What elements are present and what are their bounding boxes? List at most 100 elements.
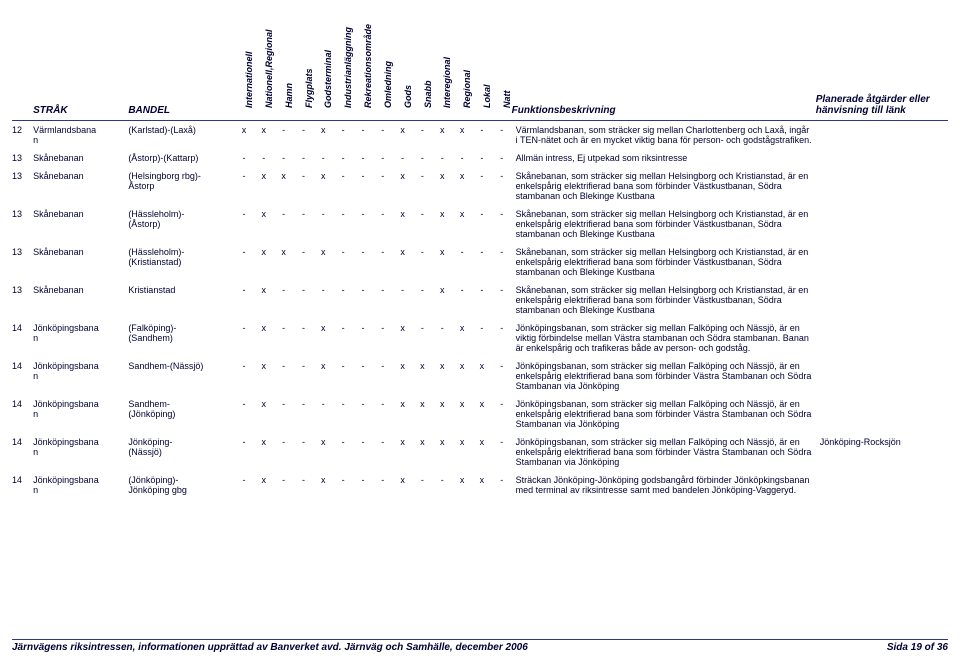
cell-mark: x — [393, 357, 413, 395]
cell-name: Värmlandsbana n — [33, 121, 128, 150]
cell-mark: - — [274, 471, 294, 499]
cell-mark: x — [452, 319, 472, 357]
table-header-row: STRÅK BANDEL Internationell Nationell,Re… — [12, 8, 948, 121]
cell-mark: - — [333, 471, 353, 499]
cell-mark: x — [393, 205, 413, 243]
cell-mark: - — [274, 281, 294, 319]
cell-mark: - — [373, 433, 393, 471]
cell-mark: x — [452, 395, 472, 433]
data-table: STRÅK BANDEL Internationell Nationell,Re… — [12, 8, 948, 499]
cell-mark: x — [472, 357, 492, 395]
cell-mark: - — [492, 395, 512, 433]
page: STRÅK BANDEL Internationell Nationell,Re… — [0, 0, 960, 659]
cell-num: 12 — [12, 121, 33, 150]
cell-mark: - — [313, 395, 333, 433]
cell-mark: - — [353, 121, 373, 150]
cell-mark: - — [274, 149, 294, 167]
table-row: 14Jönköpingsbana nSandhem- (Jönköping)-x… — [12, 395, 948, 433]
cell-mark: x — [452, 205, 472, 243]
cell-mark: x — [452, 121, 472, 150]
cell-mark: x — [313, 319, 333, 357]
footer-left: Järnvägens riksintressen, informationen … — [12, 642, 528, 653]
cell-mark: - — [373, 471, 393, 499]
cell-mark: x — [234, 121, 254, 150]
cell-mark: x — [254, 205, 274, 243]
cell-mark: x — [313, 471, 333, 499]
cell-plan — [816, 121, 948, 150]
cell-mark: - — [333, 121, 353, 150]
cell-mark: x — [254, 395, 274, 433]
col-internationell: Internationell — [234, 8, 254, 121]
cell-desc: Jönköpingsbanan, som sträcker sig mellan… — [512, 395, 816, 433]
cell-mark: x — [254, 243, 274, 281]
cell-desc: Jönköpingsbanan, som sträcker sig mellan… — [512, 433, 816, 471]
cell-mark: - — [294, 243, 314, 281]
cell-desc: Skånebanan, som sträcker sig mellan Hels… — [512, 205, 816, 243]
cell-mark: - — [413, 471, 433, 499]
table-row: 14Jönköpingsbana nJönköping- (Nässjö)-x-… — [12, 433, 948, 471]
cell-mark: x — [254, 433, 274, 471]
cell-mark: - — [472, 243, 492, 281]
cell-mark: - — [353, 243, 373, 281]
cell-mark: - — [274, 121, 294, 150]
cell-mark: - — [472, 205, 492, 243]
cell-mark: x — [254, 319, 274, 357]
cell-desc: Jönköpingsbanan, som sträcker sig mellan… — [512, 319, 816, 357]
cell-mark: - — [294, 149, 314, 167]
table-row: 13Skånebanan(Helsingborg rbg)- Åstorp-xx… — [12, 167, 948, 205]
cell-mark: - — [413, 319, 433, 357]
table-row: 13Skånebanan(Hässleholm)- (Kristianstad)… — [12, 243, 948, 281]
cell-desc: Allmän intress, Ej utpekad som riksintre… — [512, 149, 816, 167]
cell-name: Skånebanan — [33, 281, 128, 319]
cell-plan — [816, 149, 948, 167]
cell-mark: - — [373, 357, 393, 395]
col-funktionsbeskrivning: Funktionsbeskrivning — [512, 8, 816, 121]
cell-mark: x — [313, 357, 333, 395]
cell-mark: - — [234, 149, 254, 167]
cell-mark: - — [234, 243, 254, 281]
cell-mark: - — [472, 121, 492, 150]
cell-num: 14 — [12, 471, 33, 499]
cell-bandel: (Jönköping)- Jönköping gbg — [128, 471, 234, 499]
cell-mark: - — [472, 281, 492, 319]
cell-mark: x — [254, 281, 274, 319]
cell-mark: - — [294, 433, 314, 471]
cell-mark: - — [234, 167, 254, 205]
cell-mark: x — [254, 471, 274, 499]
cell-name: Jönköpingsbana n — [33, 395, 128, 433]
table-row: 14Jönköpingsbana n(Jönköping)- Jönköping… — [12, 471, 948, 499]
cell-mark: - — [274, 205, 294, 243]
cell-mark: - — [333, 281, 353, 319]
cell-mark: x — [254, 167, 274, 205]
cell-num: 14 — [12, 433, 33, 471]
page-footer: Järnvägens riksintressen, informationen … — [12, 639, 948, 653]
col-flygplats: Flygplats — [294, 8, 314, 121]
cell-mark: - — [353, 149, 373, 167]
cell-mark: - — [333, 433, 353, 471]
cell-plan — [816, 319, 948, 357]
cell-mark: x — [472, 471, 492, 499]
cell-mark: x — [452, 357, 472, 395]
cell-mark: - — [353, 205, 373, 243]
cell-mark: x — [432, 357, 452, 395]
cell-mark: - — [413, 167, 433, 205]
cell-mark: x — [393, 243, 413, 281]
col-planerade: Planerade åtgärder eller hänvisning till… — [816, 8, 948, 121]
cell-num: 13 — [12, 167, 33, 205]
cell-mark: - — [373, 281, 393, 319]
col-interegional: Interegional — [432, 8, 452, 121]
cell-mark: - — [452, 149, 472, 167]
cell-mark: x — [432, 395, 452, 433]
cell-mark: - — [492, 433, 512, 471]
cell-num: 13 — [12, 281, 33, 319]
cell-bandel: Jönköping- (Nässjö) — [128, 433, 234, 471]
cell-mark: x — [413, 357, 433, 395]
cell-mark: - — [413, 281, 433, 319]
cell-mark: - — [254, 149, 274, 167]
cell-mark: - — [492, 471, 512, 499]
cell-mark: - — [274, 319, 294, 357]
cell-mark: x — [254, 357, 274, 395]
cell-mark: - — [492, 319, 512, 357]
cell-mark: x — [432, 121, 452, 150]
cell-mark: - — [333, 205, 353, 243]
